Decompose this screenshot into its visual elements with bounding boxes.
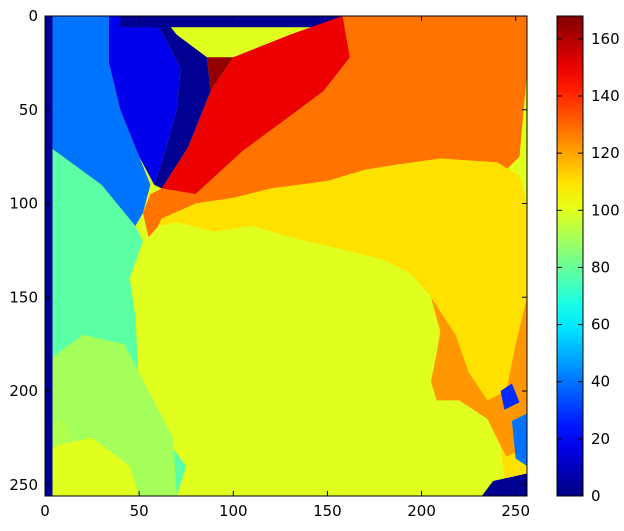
y-axis-ticks: 0 50 100 150 200 250 [9, 7, 527, 494]
heatmap-region-5 [45, 16, 151, 226]
plot-frame [44, 15, 528, 497]
colorbar-gradient [556, 15, 584, 497]
x-tick-label: 200 [407, 502, 436, 520]
heatmap-region-17 [45, 16, 53, 496]
heatmap-region-15 [511, 413, 527, 466]
x-axis-ticks: 0 50 100 150 200 250 [40, 16, 530, 520]
x-tick-label: 50 [130, 502, 149, 520]
colorbar-tick-label: 160 [591, 30, 620, 48]
colorbar: 0 20 40 60 80 100 120 140 160 [556, 15, 620, 505]
colorbar-tick-label: 60 [591, 316, 610, 334]
y-tick-label: 100 [9, 195, 38, 213]
heatmap-region-11 [142, 16, 527, 238]
heatmap-region-6 [109, 16, 181, 185]
x-tick-label: 100 [219, 502, 248, 520]
heatmap-region-14 [500, 383, 520, 410]
y-tick-label: 0 [28, 7, 38, 25]
colorbar-tick-label: 100 [591, 201, 620, 219]
heatmap-region-12 [158, 158, 527, 496]
heatmap-region-7 [150, 16, 211, 189]
y-tick-label: 200 [9, 382, 38, 400]
colorbar-tick-label: 140 [591, 87, 620, 105]
y-tick-label: 150 [9, 288, 38, 306]
colorbar-tick-label: 0 [591, 487, 601, 505]
y-tick-label: 50 [19, 101, 38, 119]
heatmap-region-16 [481, 473, 527, 496]
colorbar-tick-label: 40 [591, 373, 610, 391]
y-tick-label: 250 [9, 476, 38, 494]
plot-area [45, 16, 527, 496]
colorbar-tick-label: 80 [591, 258, 610, 276]
x-tick-label: 150 [313, 502, 342, 520]
x-tick-label: 250 [501, 502, 530, 520]
heatmap-region-9 [206, 57, 234, 91]
heatmap-region-3 [45, 437, 140, 496]
x-tick-label: 0 [40, 502, 50, 520]
heatmap-region-10 [161, 16, 350, 195]
colorbar-tick-label: 120 [591, 144, 620, 162]
heatmap-region-13 [431, 297, 527, 457]
colorbar-tick-label: 20 [591, 430, 610, 448]
